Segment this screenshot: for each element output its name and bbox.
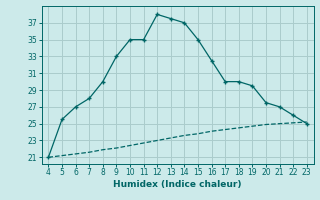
X-axis label: Humidex (Indice chaleur): Humidex (Indice chaleur) xyxy=(113,180,242,189)
